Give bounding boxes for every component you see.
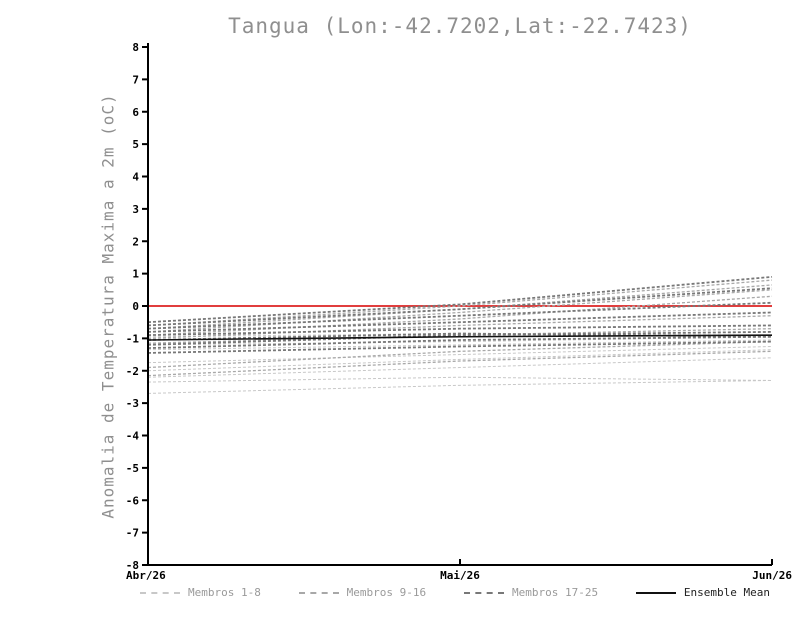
y-tick-label: 4 (132, 171, 139, 184)
legend-line-sample-ensemble-mean (635, 591, 676, 594)
series-line-membro-14 (147, 289, 773, 333)
series-line-membro-13 (147, 295, 773, 336)
legend-label-membros-9-16: Membros 9-16 (346, 586, 427, 599)
series-line-membro-12 (147, 315, 773, 340)
chart-title: Tangua (Lon:-42.7202,Lat:-22.7423) (228, 14, 692, 38)
y-tick-label: -7 (126, 527, 139, 540)
series-line-membro-2 (147, 376, 773, 383)
series-line-membro-21 (147, 324, 773, 337)
series-line-membro-19 (147, 331, 773, 346)
y-tick-label: 2 (132, 235, 139, 248)
y-tick-label: 1 (132, 268, 139, 281)
series-line-membro-16 (147, 279, 773, 327)
series-line-membro-18 (147, 335, 773, 349)
y-tick-label: -6 (126, 494, 140, 507)
legend-item-membros-9-16: Membros 9-16 (298, 586, 427, 599)
series-line-membro-23 (147, 301, 773, 330)
series-line-ensemble-mean (147, 334, 773, 341)
legend-label-membros-17-25: Membros 17-25 (511, 586, 599, 599)
y-tick-label: 3 (132, 203, 139, 216)
y-tick-label: 0 (132, 300, 139, 313)
y-tick-label: -5 (126, 462, 139, 475)
x-tick-label: Jun/26 (752, 569, 792, 582)
y-tick-label: -2 (126, 365, 139, 378)
y-tick-label: -3 (126, 397, 139, 410)
y-tick-label: 8 (132, 41, 139, 54)
series-line-membro-4 (147, 349, 773, 372)
series-line-membro-25 (147, 275, 773, 324)
legend-label-membros-1-8: Membros 1-8 (188, 586, 261, 599)
series-line-membro-9 (147, 350, 773, 377)
series-line-membro-3 (147, 357, 773, 378)
y-tick-label: 7 (132, 73, 139, 86)
legend-item-membros-17-25: Membros 17-25 (463, 586, 599, 599)
series-line-membro-5 (147, 345, 773, 364)
chart-legend: Membros 1-8 Membros 9-16 Membros 17-25 E… (140, 586, 770, 599)
series-line-membro-24 (147, 287, 773, 327)
series-line-membro-1 (147, 379, 773, 394)
y-tick-label: -8 (126, 559, 139, 572)
legend-item-membros-1-8: Membros 1-8 (140, 586, 261, 599)
legend-line-sample-membros-9-16 (298, 591, 339, 594)
legend-line-sample-membros-1-8 (140, 591, 180, 594)
series-line-membro-17 (147, 340, 773, 354)
y-tick-label: 5 (132, 138, 139, 151)
y-tick-label: -1 (126, 332, 140, 345)
series-line-membro-10 (147, 340, 773, 369)
y-tick-label: -4 (126, 430, 140, 443)
x-tick-label: Mai/26 (440, 569, 480, 582)
series-line-membro-6 (147, 339, 773, 351)
legend-item-ensemble-mean: Ensemble Mean (635, 586, 770, 599)
x-tick-label: Abr/26 (126, 569, 166, 582)
legend-line-sample-membros-17-25 (463, 591, 504, 594)
series-line-membro-22 (147, 311, 773, 333)
y-tick-label: 6 (132, 106, 139, 119)
legend-label-ensemble-mean: Ensemble Mean (683, 586, 770, 599)
